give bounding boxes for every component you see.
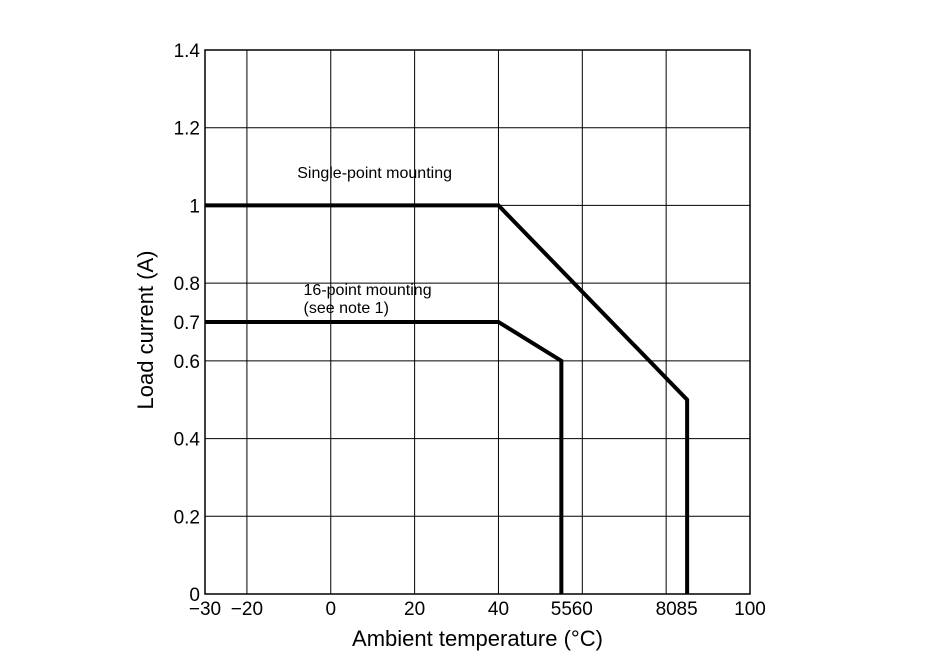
y-tick-label: 0.7: [174, 313, 200, 334]
y-tick-label: 1.4: [174, 41, 201, 62]
y-tick-label: 1.2: [174, 119, 200, 140]
annotation-label: 16-point mounting (see note 1): [304, 282, 432, 317]
y-tick-labels: 0 0.2 0.4 0.6 0.7 0.8 1 1.2 1.4: [174, 41, 201, 606]
x-tick-label: 55: [551, 599, 572, 620]
series-line-1: [205, 203, 690, 594]
y-tick-label: 0.2: [174, 507, 200, 528]
annotations: Single-point mounting 16-point mounting (s…: [297, 165, 452, 317]
x-tick-label: 40: [488, 599, 509, 620]
x-tick-label: 0: [325, 599, 336, 620]
y-tick-label: 0.8: [174, 274, 200, 295]
x-tick-label: −30: [189, 599, 221, 620]
x-tick-label: 85: [677, 599, 698, 620]
series-line-2: [205, 320, 564, 594]
x-tick-labels: −30 −20 0 20 40 55 60 80 85 100: [189, 599, 766, 620]
x-tick-label: 60: [572, 599, 593, 620]
x-tick-label: 20: [404, 599, 425, 620]
y-tick-label: 0.6: [174, 352, 200, 373]
y-tick-label: 1: [189, 196, 200, 217]
y-axis-title: Load current (A): [133, 251, 158, 410]
x-tick-label: 100: [734, 599, 766, 620]
x-tick-label: 80: [656, 599, 677, 620]
x-axis-title: Ambient temperature (°C): [352, 626, 603, 651]
y-tick-label: 0: [189, 585, 200, 606]
x-tick-label: −20: [231, 599, 263, 620]
annotation-label: Single-point mounting: [297, 165, 452, 182]
series-lines: [205, 203, 690, 594]
y-tick-label: 0.4: [174, 430, 201, 451]
